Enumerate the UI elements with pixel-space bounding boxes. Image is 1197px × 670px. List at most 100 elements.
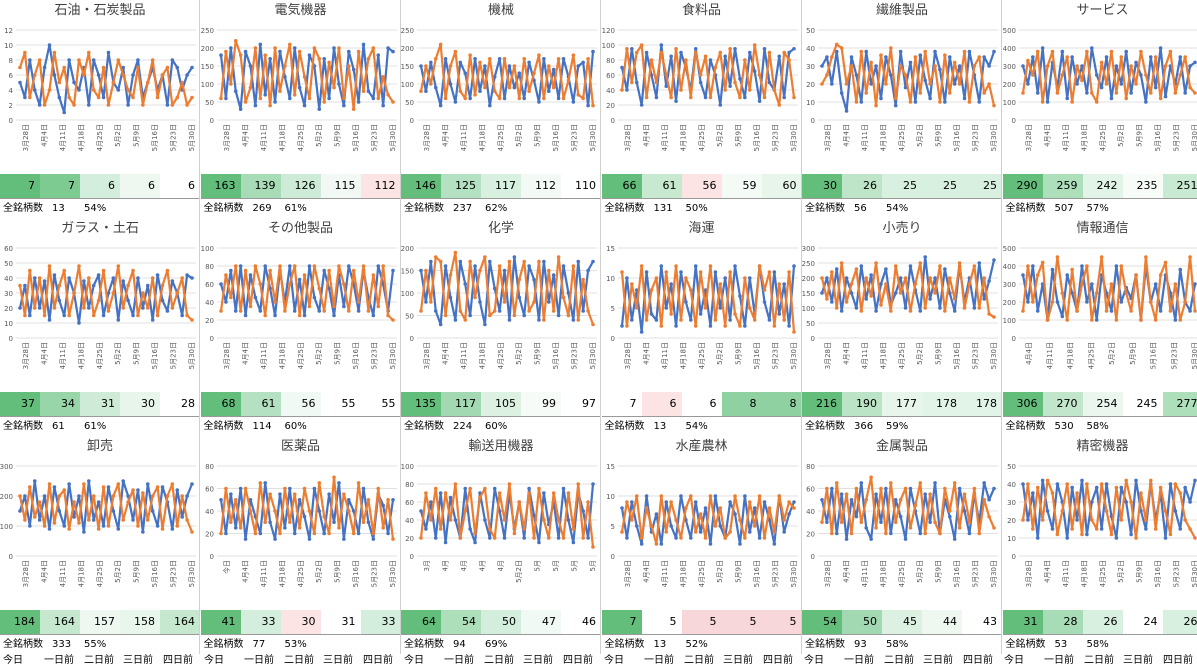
data-point — [624, 536, 629, 540]
total-count-value: 333 — [52, 639, 72, 650]
data-point — [1168, 309, 1172, 313]
count-cell: 126 — [280, 174, 321, 198]
chart-title: その他製品 — [267, 221, 333, 236]
data-point — [1148, 91, 1153, 95]
data-point — [727, 318, 732, 322]
data-point — [433, 85, 438, 90]
data-point — [1069, 485, 1074, 490]
data-point — [390, 100, 395, 104]
series-line-2 — [1021, 255, 1196, 322]
data-point — [1138, 49, 1143, 54]
data-point — [722, 536, 727, 540]
data-point — [312, 531, 316, 536]
total-count-row: 全銘柄数 77 53% — [200, 634, 400, 654]
y-tick-label: 200 — [0, 493, 13, 501]
data-point — [767, 80, 771, 85]
data-point — [854, 267, 859, 271]
count-cell: 112 — [521, 174, 561, 198]
data-point — [654, 542, 658, 546]
data-point — [581, 509, 585, 513]
footer-label-1day-2: 一日前 — [244, 655, 274, 666]
data-point — [1079, 78, 1084, 83]
data-point — [433, 57, 438, 61]
count-cell: 50 — [481, 610, 521, 634]
chart-title: 機械 — [487, 3, 514, 18]
y-tick-label: 10 — [606, 275, 615, 283]
y-tick-label: 300 — [1003, 63, 1016, 71]
data-point — [346, 64, 351, 68]
total-count-value: 94 — [453, 639, 466, 650]
data-point — [869, 60, 873, 65]
data-point — [1109, 532, 1113, 537]
data-point — [693, 264, 698, 268]
x-tick-label: 5月23日 — [370, 342, 378, 369]
data-point — [316, 509, 321, 513]
data-point — [1109, 49, 1113, 54]
percent-value: 69% — [485, 639, 508, 650]
data-point — [47, 43, 52, 47]
x-tick-label: 5月9日 — [1128, 342, 1136, 365]
count-cell: 30 — [120, 392, 160, 416]
data-point — [165, 103, 170, 107]
data-point — [678, 88, 683, 92]
y-tick-label: 200 — [802, 275, 815, 283]
total-count-label: 全銘柄数 — [805, 639, 845, 650]
data-point — [551, 309, 556, 313]
data-point — [37, 58, 42, 62]
data-point — [37, 103, 42, 107]
data-point — [366, 520, 370, 525]
y-tick-label: 20 — [4, 305, 13, 313]
data-point — [893, 264, 898, 268]
data-point — [869, 82, 873, 86]
count-cell: 135 — [401, 392, 441, 416]
y-tick-label: 50 — [4, 260, 13, 268]
data-point — [292, 46, 297, 50]
footer-label-today: 今日 — [3, 655, 23, 666]
y-tick-label: 400 — [1003, 263, 1016, 271]
x-tick-label: 5月16日 — [552, 124, 560, 151]
data-point — [424, 64, 428, 68]
x-tick-label: 5月 — [534, 560, 542, 571]
count-cell: 290 — [1002, 174, 1043, 198]
series-line-1 — [620, 264, 795, 334]
x-tick-label: 5月2日 — [114, 560, 122, 583]
data-point — [292, 531, 297, 536]
data-point — [155, 95, 160, 100]
data-point — [82, 73, 86, 77]
data-point — [629, 80, 634, 85]
data-point — [624, 46, 629, 51]
data-point — [1089, 500, 1094, 504]
x-tick-label: 3月28日 — [1025, 560, 1033, 587]
total-count-label: 全銘柄数 — [203, 421, 244, 432]
data-point — [713, 65, 717, 70]
data-point — [967, 282, 972, 286]
data-point — [390, 497, 395, 502]
data-point — [141, 530, 145, 534]
y-tick-label: 10 — [1007, 535, 1016, 543]
series-line-1 — [219, 43, 394, 111]
count-cell: 59 — [721, 174, 762, 198]
data-point — [82, 306, 86, 310]
count-cell: 26 — [842, 174, 882, 198]
y-tick-label: 0 — [209, 553, 213, 561]
x-tick-label: 4月11日 — [660, 124, 668, 151]
data-point — [23, 50, 27, 55]
count-cell: 97 — [561, 392, 600, 416]
total-count-row: 全銘柄数 237 62% — [401, 198, 600, 218]
data-point — [634, 494, 639, 498]
data-point — [463, 96, 468, 101]
data-point — [72, 500, 76, 504]
data-point — [884, 55, 888, 59]
data-point — [116, 88, 121, 92]
data-point — [586, 500, 590, 504]
data-point — [776, 312, 781, 316]
data-point — [644, 270, 648, 274]
data-point — [497, 264, 502, 268]
y-tick-label: 100 — [0, 523, 13, 531]
data-point — [218, 96, 223, 101]
x-tick-label: 4月25日 — [296, 560, 304, 587]
data-point — [18, 509, 22, 513]
data-point — [546, 536, 551, 540]
